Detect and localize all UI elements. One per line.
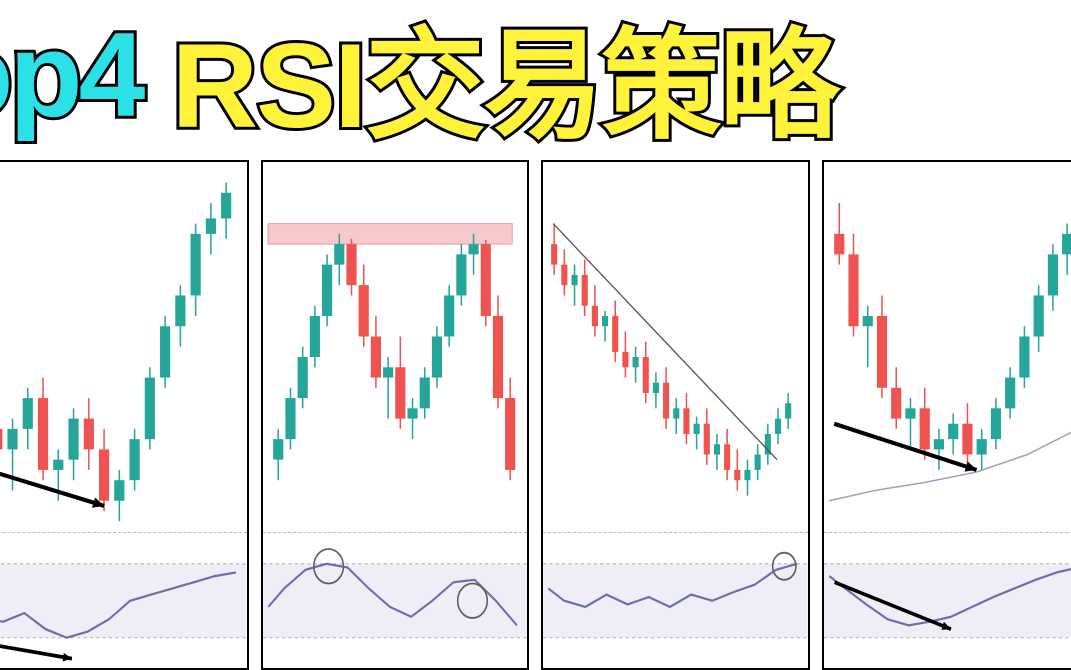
title-bar: op4 RSI交易策略: [0, 0, 1071, 150]
rsi-area-3: [543, 532, 808, 668]
panel-3: [541, 160, 810, 670]
rsi-area-2: [263, 532, 528, 668]
panels-row: [0, 160, 1071, 670]
title-left: op4: [0, 6, 141, 144]
chart-area-3: [543, 162, 808, 532]
rsi-area-4: [824, 532, 1071, 668]
title-right: RSI交易策略: [171, 0, 837, 162]
panel-4: [822, 160, 1071, 670]
panel-2: [261, 160, 530, 670]
panel-1: [0, 160, 249, 670]
chart-area-4: [824, 162, 1071, 532]
chart-area-2: [263, 162, 528, 532]
chart-area-1: [0, 162, 247, 532]
rsi-area-1: [0, 532, 247, 668]
